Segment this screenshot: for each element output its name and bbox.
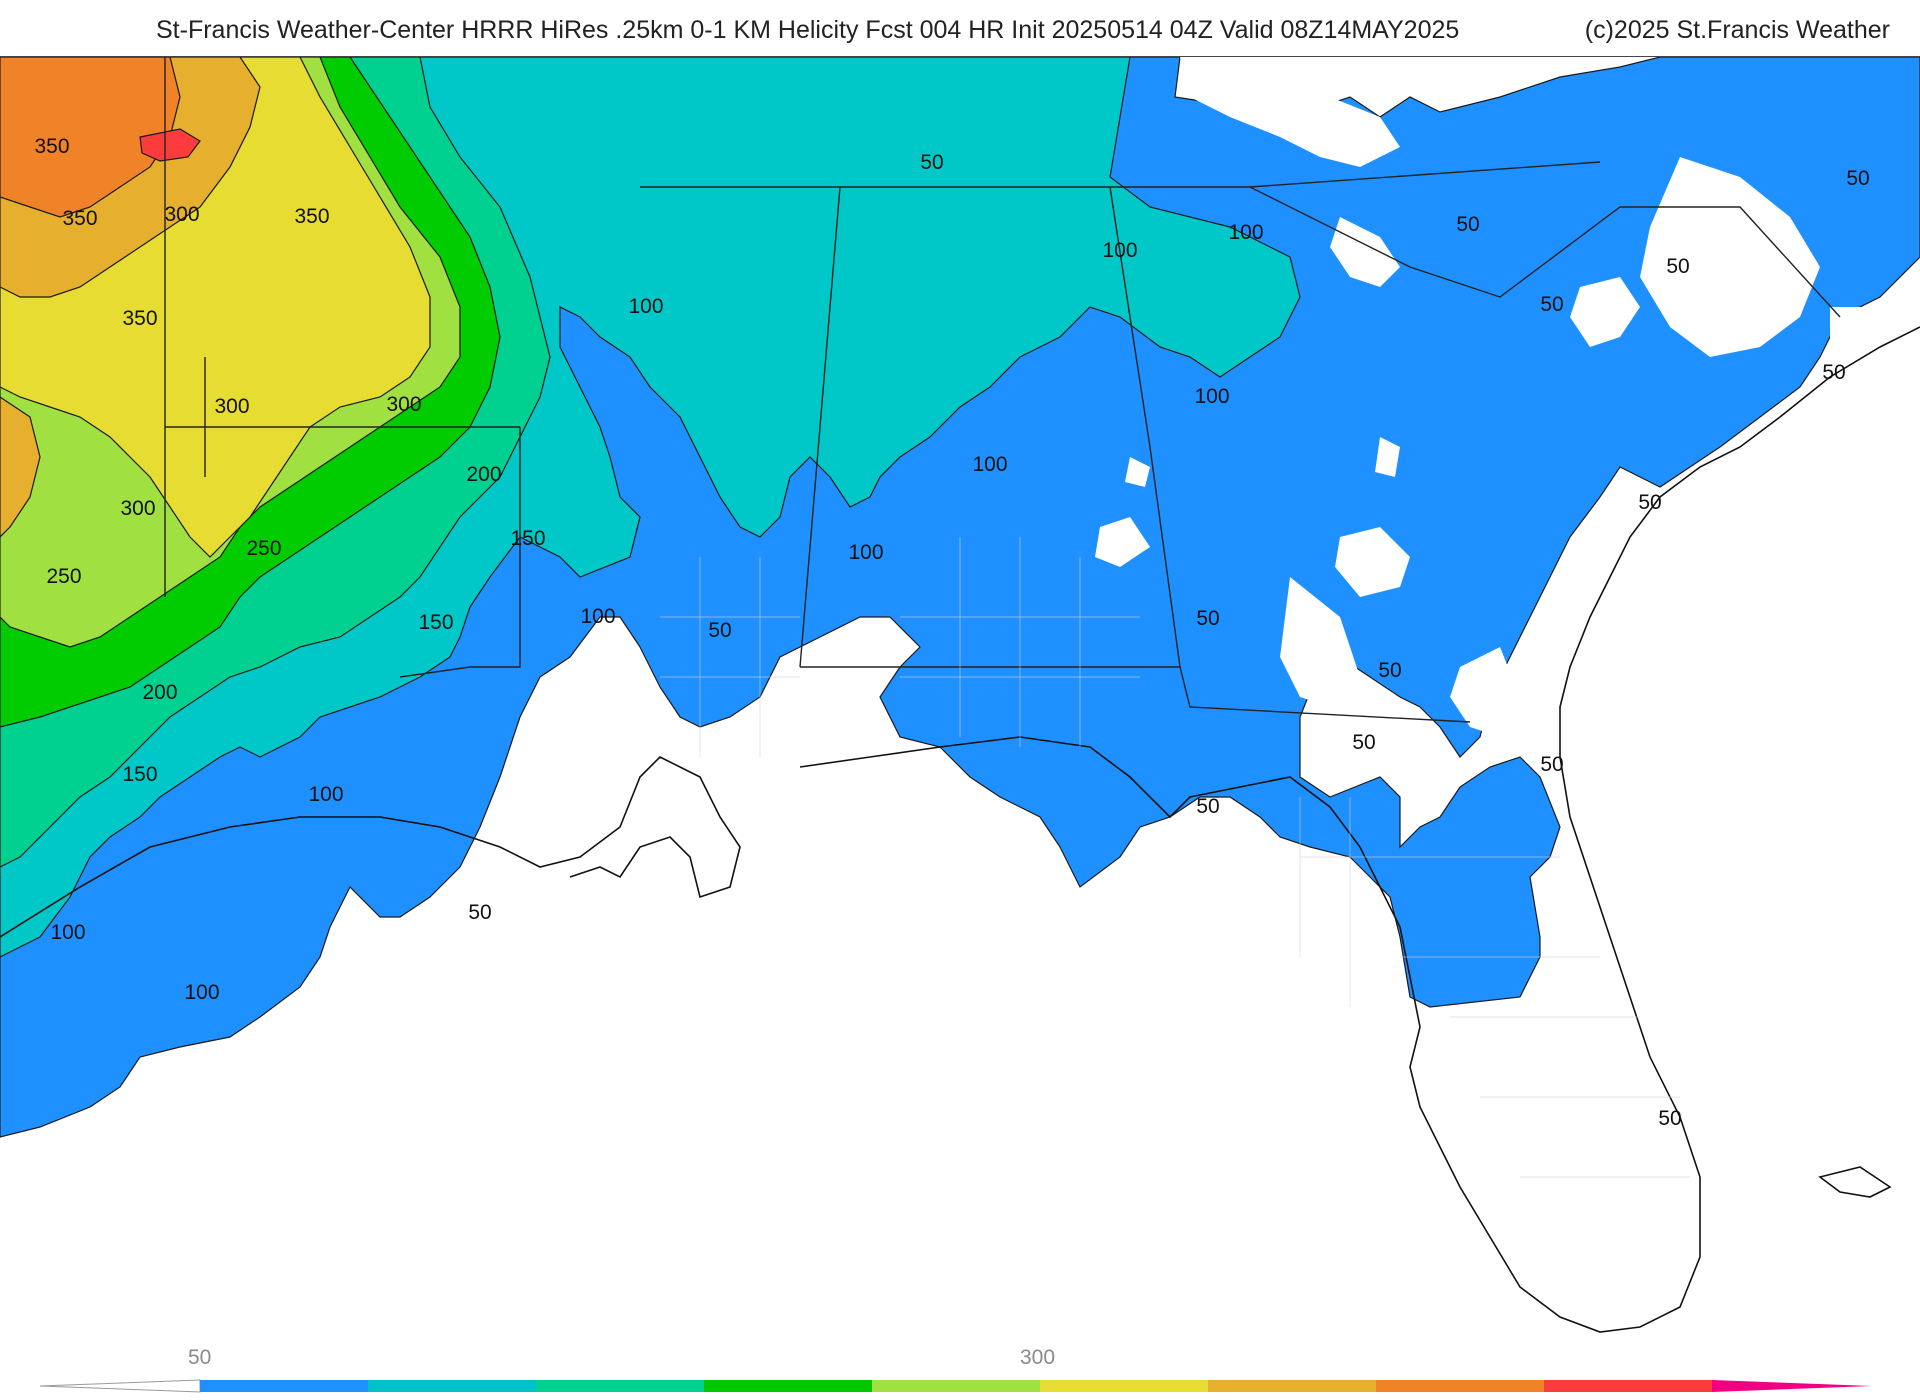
colorbar-low-extension	[39, 1379, 201, 1393]
helicity-region-450	[139, 128, 201, 162]
contour-label: 150	[510, 527, 545, 550]
map-panel: 350 350 300 350 350 300 300 200 300 250 250 150 150 2…	[0, 56, 1920, 1343]
color-scale-bar: 50 300	[0, 1344, 1920, 1400]
contour-label: 350	[122, 307, 157, 330]
coastline	[0, 326, 1920, 1333]
contour-label: 50	[1196, 607, 1219, 630]
helicity-region-400	[0, 57, 181, 218]
colorbar-segment	[1376, 1380, 1544, 1392]
contour-label: 300	[386, 393, 421, 416]
colorbar-segment	[704, 1380, 872, 1392]
contour-label: 50	[920, 151, 943, 174]
header: St-Francis Weather-Center HRRR HiRes .25…	[0, 0, 1920, 56]
contour-label: 150	[122, 763, 157, 786]
contour-label: 50	[1352, 731, 1375, 754]
contour-label: 200	[142, 681, 177, 704]
contour-label: 150	[418, 611, 453, 634]
colorbar-tick-label-high: 300	[1020, 1346, 1056, 1369]
contour-label: 100	[308, 783, 343, 806]
contour-label: 250	[246, 537, 281, 560]
contour-label: 50	[708, 619, 731, 642]
colorbar-strip	[39, 1379, 1872, 1393]
contour-label: 50	[1638, 491, 1661, 514]
colorbar-high-extension	[1712, 1380, 1872, 1392]
contour-label: 50	[1846, 167, 1869, 190]
contour-label: 50	[1658, 1107, 1681, 1130]
contour-label: 50	[1666, 255, 1689, 278]
contour-label: 50	[1196, 795, 1219, 818]
colorbar-tick-label-low: 50	[188, 1346, 212, 1369]
contour-label: 250	[46, 565, 81, 588]
contour-label: 50	[1540, 753, 1563, 776]
contour-label: 100	[580, 605, 615, 628]
contour-label: 100	[1102, 239, 1137, 262]
contour-labels: 350 350 300 350 350 300 300 200 300 250 250 150 150 2…	[34, 135, 1869, 1130]
contour-label: 300	[214, 395, 249, 418]
helicity-map: 350 350 300 350 350 300 300 200 300 250 250 150 150 2…	[0, 57, 1920, 1343]
contour-label: 350	[34, 135, 69, 158]
county-lines	[660, 537, 1690, 1178]
contour-label: 300	[120, 497, 155, 520]
colorbar-segment	[1040, 1380, 1208, 1392]
contour-label: 100	[1194, 385, 1229, 408]
contour-label: 350	[294, 205, 329, 228]
colorbar-segment	[368, 1380, 536, 1392]
contour-label: 200	[466, 463, 501, 486]
below-threshold-pockets	[1095, 57, 1920, 737]
colorbar-segment	[1208, 1380, 1376, 1392]
contour-label: 100	[1228, 221, 1263, 244]
colorbar-segment	[536, 1380, 704, 1392]
colorbar-segment	[872, 1380, 1040, 1392]
state-borders	[164, 57, 1841, 723]
contour-label: 100	[628, 295, 663, 318]
copyright-credit: (c)2025 St.Francis Weather	[1584, 16, 1890, 44]
contour-label: 50	[1378, 659, 1401, 682]
contour-label: 50	[1456, 213, 1479, 236]
contour-label: 50	[1540, 293, 1563, 316]
contour-label: 100	[848, 541, 883, 564]
contour-label: 100	[972, 453, 1007, 476]
contour-label: 300	[164, 203, 199, 226]
contour-label: 350	[62, 207, 97, 230]
map-title: St-Francis Weather-Center HRRR HiRes .25…	[156, 16, 1460, 44]
contour-label: 50	[468, 901, 491, 924]
contour-label: 100	[184, 981, 219, 1004]
contour-label: 100	[50, 921, 85, 944]
colorbar-segment	[1544, 1380, 1712, 1392]
colorbar-segment	[200, 1380, 368, 1392]
contour-label: 50	[1822, 361, 1845, 384]
